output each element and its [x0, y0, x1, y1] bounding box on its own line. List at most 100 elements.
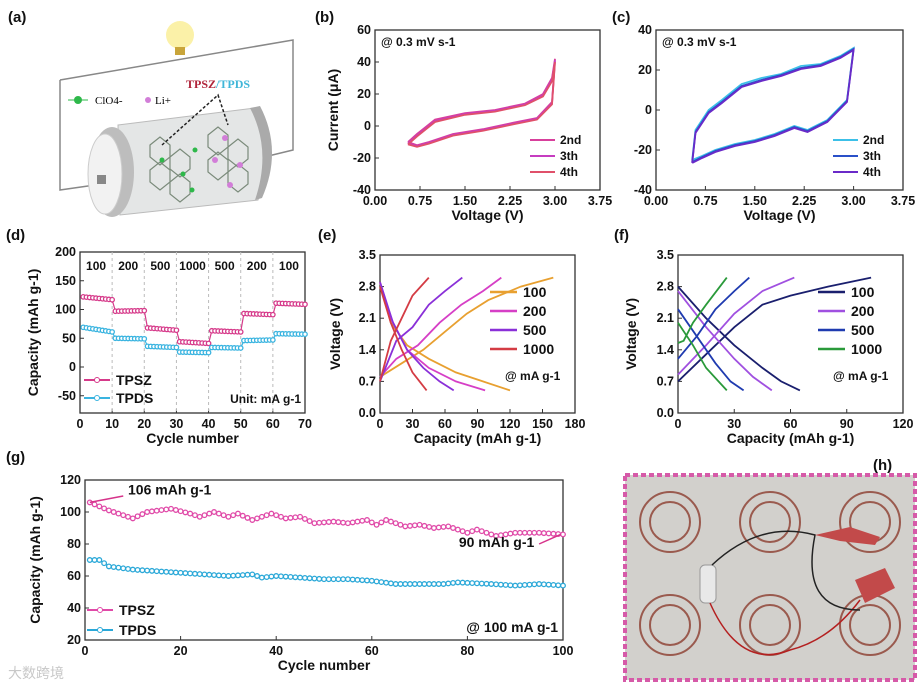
panel-label-d: (d): [6, 227, 25, 244]
x-tick-label: 20: [174, 644, 188, 658]
data-point-TPSZ: [220, 512, 227, 519]
cation-label: Li+: [155, 95, 171, 107]
data-point-TPSZ: [141, 307, 148, 314]
lithium-ion-icon: [145, 97, 151, 103]
tpds-framework: [207, 126, 249, 193]
data-point-TPDS: [540, 581, 547, 588]
y-tick-label: 0.0: [657, 406, 674, 420]
data-point-TPSZ: [488, 531, 495, 538]
legend-label: 1000: [851, 341, 882, 357]
data-point-TPDS: [474, 580, 480, 587]
data-point-TPDS: [354, 576, 361, 583]
data-point-TPDS: [321, 576, 327, 583]
y-tick-label: 200: [55, 245, 76, 259]
data-point-TPSZ: [144, 509, 151, 515]
legend-label: 3th: [560, 149, 578, 163]
x-axis-title: Voltage (V): [451, 207, 523, 223]
legend-label: 200: [851, 303, 875, 319]
x-tick-label: 0.00: [363, 194, 387, 208]
data-point-TPDS: [454, 579, 461, 586]
cv-curve-4th: [691, 48, 855, 164]
data-point-TPDS: [172, 569, 179, 576]
data-point-TPDS: [115, 564, 122, 571]
y-tick-label: 150: [55, 274, 76, 288]
x-tick-label: 0.75: [693, 194, 717, 208]
x-tick-label: 3.75: [891, 194, 915, 208]
data-point-TPDS: [478, 580, 485, 587]
legend-marker: [94, 395, 100, 401]
legend-marker: [97, 627, 103, 633]
x-tick-label: 3.00: [543, 194, 567, 208]
y-tick-label: 50: [62, 331, 76, 345]
seal-stamps: [639, 491, 901, 656]
rate-label: 100: [86, 259, 106, 273]
data-point-TPSZ: [359, 517, 366, 524]
data-point-TPSZ: [237, 329, 244, 335]
data-point-TPDS: [205, 349, 212, 356]
data-point-TPDS: [206, 571, 213, 578]
y-tick-label: 3.5: [359, 248, 376, 262]
legend-marker: [94, 377, 100, 383]
legend-label: 3th: [863, 149, 881, 163]
charge-curve-100: [677, 276, 872, 383]
clip-top: [815, 527, 880, 545]
separator: /: [215, 77, 220, 91]
data-point-TPDS: [397, 581, 404, 587]
x-tick-label: 60: [266, 417, 280, 431]
data-point-TPDS: [86, 557, 93, 563]
panel-label-h: (h): [873, 457, 892, 474]
y-tick-label: -40: [634, 183, 652, 197]
y-tick-label: 40: [638, 23, 652, 37]
data-point-TPSZ: [445, 523, 452, 530]
data-point-TPDS: [526, 581, 533, 588]
x-tick-label: 50: [234, 417, 248, 431]
data-point-TPDS: [344, 576, 351, 583]
data-point-TPSZ: [278, 513, 284, 520]
data-point-TPDS: [469, 580, 476, 587]
data-point-TPDS: [287, 574, 294, 580]
y-tick-label: 20: [638, 63, 652, 77]
data-point-TPDS: [139, 567, 146, 574]
data-point-TPSZ: [101, 505, 108, 512]
x-tick-label: 40: [202, 417, 216, 431]
cv-curve-4th: [407, 61, 556, 148]
chart-b: 0.00 0.75 1.50 2.25 3.00 3.75 -40 -20 0 20 40 60 Vol…: [325, 23, 612, 223]
legend-label: TPDS: [119, 622, 156, 638]
x-tick-label: 30: [727, 417, 741, 431]
y-tick-label: 2.1: [657, 311, 674, 325]
charge-curve-1000: [677, 277, 728, 344]
data-point-TPDS: [254, 573, 261, 579]
electrode-label: TPSZ/TPDS: [186, 77, 250, 91]
pointer-lines: [161, 93, 229, 146]
legend-label: 500: [851, 322, 875, 338]
y-tick-label: 0: [69, 360, 76, 374]
data-point-TPSZ: [287, 514, 294, 521]
data-point-TPDS: [464, 579, 471, 586]
rate-label: 100: [279, 259, 299, 273]
data-point-TPSZ: [560, 531, 566, 538]
bulb-base: [175, 47, 185, 55]
panel-label-c: (c): [612, 9, 630, 26]
data-point-TPDS: [512, 582, 519, 589]
legend-label: 4th: [863, 165, 881, 179]
x-tick-label: 150: [532, 417, 553, 431]
data-point-TPSZ: [483, 529, 490, 536]
data-point-TPDS: [402, 581, 409, 587]
scan-rate-annotation: @ 0.3 mV s-1: [381, 35, 456, 49]
data-point-TPDS: [483, 580, 490, 587]
data-point-TPDS: [502, 582, 509, 588]
final-capacity-callout: 90 mAh g-1: [459, 534, 535, 550]
data-point-TPSZ: [402, 523, 409, 530]
data-point-TPDS: [301, 574, 308, 581]
data-point-TPDS: [359, 577, 366, 584]
data-point-TPDS: [297, 574, 304, 581]
x-tick-label: 0: [77, 417, 84, 431]
data-point-TPSZ: [373, 521, 380, 528]
data-point-TPSZ: [302, 301, 308, 308]
data-point-TPSZ: [459, 528, 466, 535]
y-tick-label: 2.8: [359, 280, 376, 294]
rate-label: 200: [118, 259, 138, 273]
data-point-TPDS: [249, 571, 256, 578]
y-axis-title: Voltage (V): [623, 298, 639, 370]
data-point-TPDS: [201, 571, 208, 578]
